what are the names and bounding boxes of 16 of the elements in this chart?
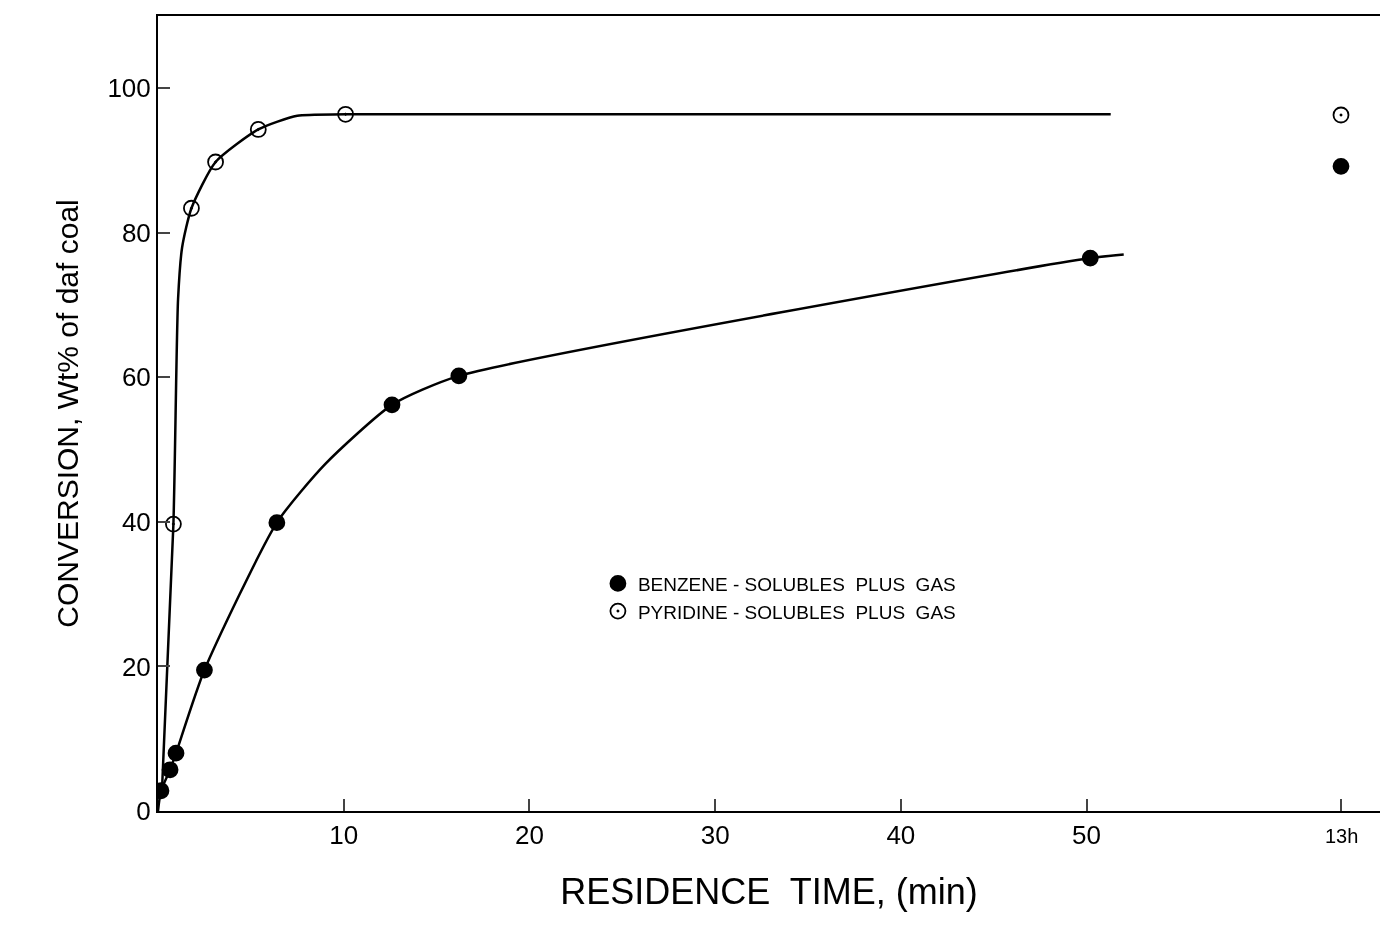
y-tick-label: 80: [121, 217, 151, 248]
x-axis-title: RESIDENCE TIME, (min): [560, 871, 978, 913]
y-tick-label: 100: [107, 73, 151, 104]
x-tick-label: 20: [514, 820, 544, 851]
y-axis-title: CONVERSION, Wt% of daf coal: [50, 199, 84, 628]
text: 13h: [1325, 825, 1359, 847]
y-tick-label: 0: [136, 796, 151, 827]
y-tick-label: 40: [121, 507, 151, 538]
legend-label: BENZENE - SOLUBLES PLUS GAS: [637, 573, 956, 595]
x-tick-label: 30: [700, 820, 730, 851]
y-tick-label: 20: [121, 651, 151, 682]
legend-label: PYRIDINE - SOLUBLES PLUS GAS: [637, 601, 956, 623]
x-tick-label: 50: [1072, 820, 1102, 851]
x-tick-label: 10: [329, 820, 359, 851]
x-tick-label: 40: [886, 820, 916, 851]
y-tick-label: 60: [121, 362, 151, 393]
